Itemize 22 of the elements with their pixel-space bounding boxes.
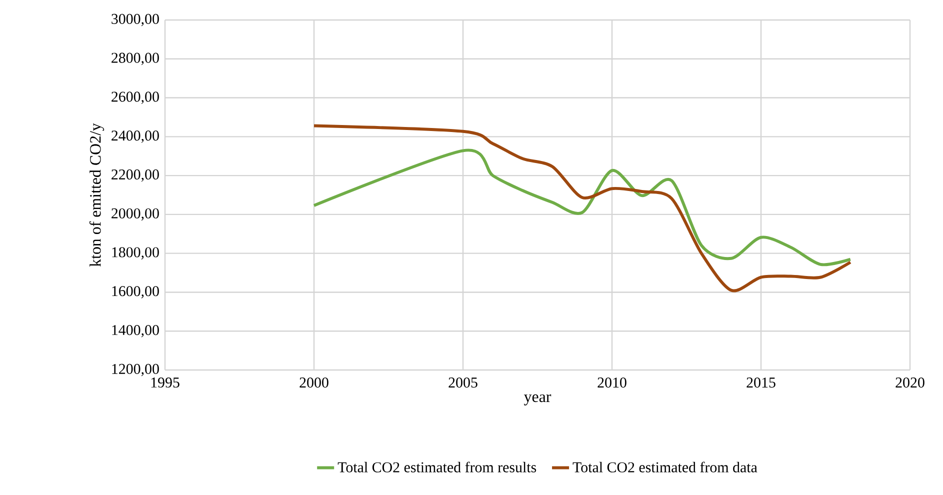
x-tick-label: 2005 bbox=[448, 378, 478, 388]
y-tick-label: 2200,00 bbox=[112, 169, 159, 182]
line-series bbox=[312, 124, 852, 292]
legend-label: Total CO2 estimated from results bbox=[338, 462, 536, 472]
y-tick-label: 2600,00 bbox=[112, 92, 159, 104]
x-tick-label: 2010 bbox=[598, 378, 626, 388]
y-axis-title: kton of emitted CO2/y bbox=[89, 123, 104, 267]
x-axis-title: year bbox=[524, 394, 552, 406]
y-tick-label: 1600,00 bbox=[112, 286, 159, 298]
y-tick-label: 1200,00 bbox=[112, 364, 159, 376]
x-tick-label: 1995 bbox=[151, 378, 180, 388]
y-tick-label: 1800,00 bbox=[112, 247, 159, 260]
y-tick-label: 2800,00 bbox=[112, 52, 159, 66]
x-tick-label: 2000 bbox=[300, 378, 328, 388]
line-series bbox=[312, 148, 852, 266]
y-tick-label: 2000,00 bbox=[112, 208, 159, 221]
legend-label: Total CO2 estimated from data bbox=[572, 462, 758, 472]
x-tick-label: 2020 bbox=[896, 378, 924, 388]
x-tick-label: 2015 bbox=[746, 378, 776, 388]
y-tick-label: 3000,00 bbox=[112, 14, 159, 26]
y-tick-label: 2400,00 bbox=[112, 130, 159, 143]
y-tick-label: 1400,00 bbox=[112, 324, 159, 338]
